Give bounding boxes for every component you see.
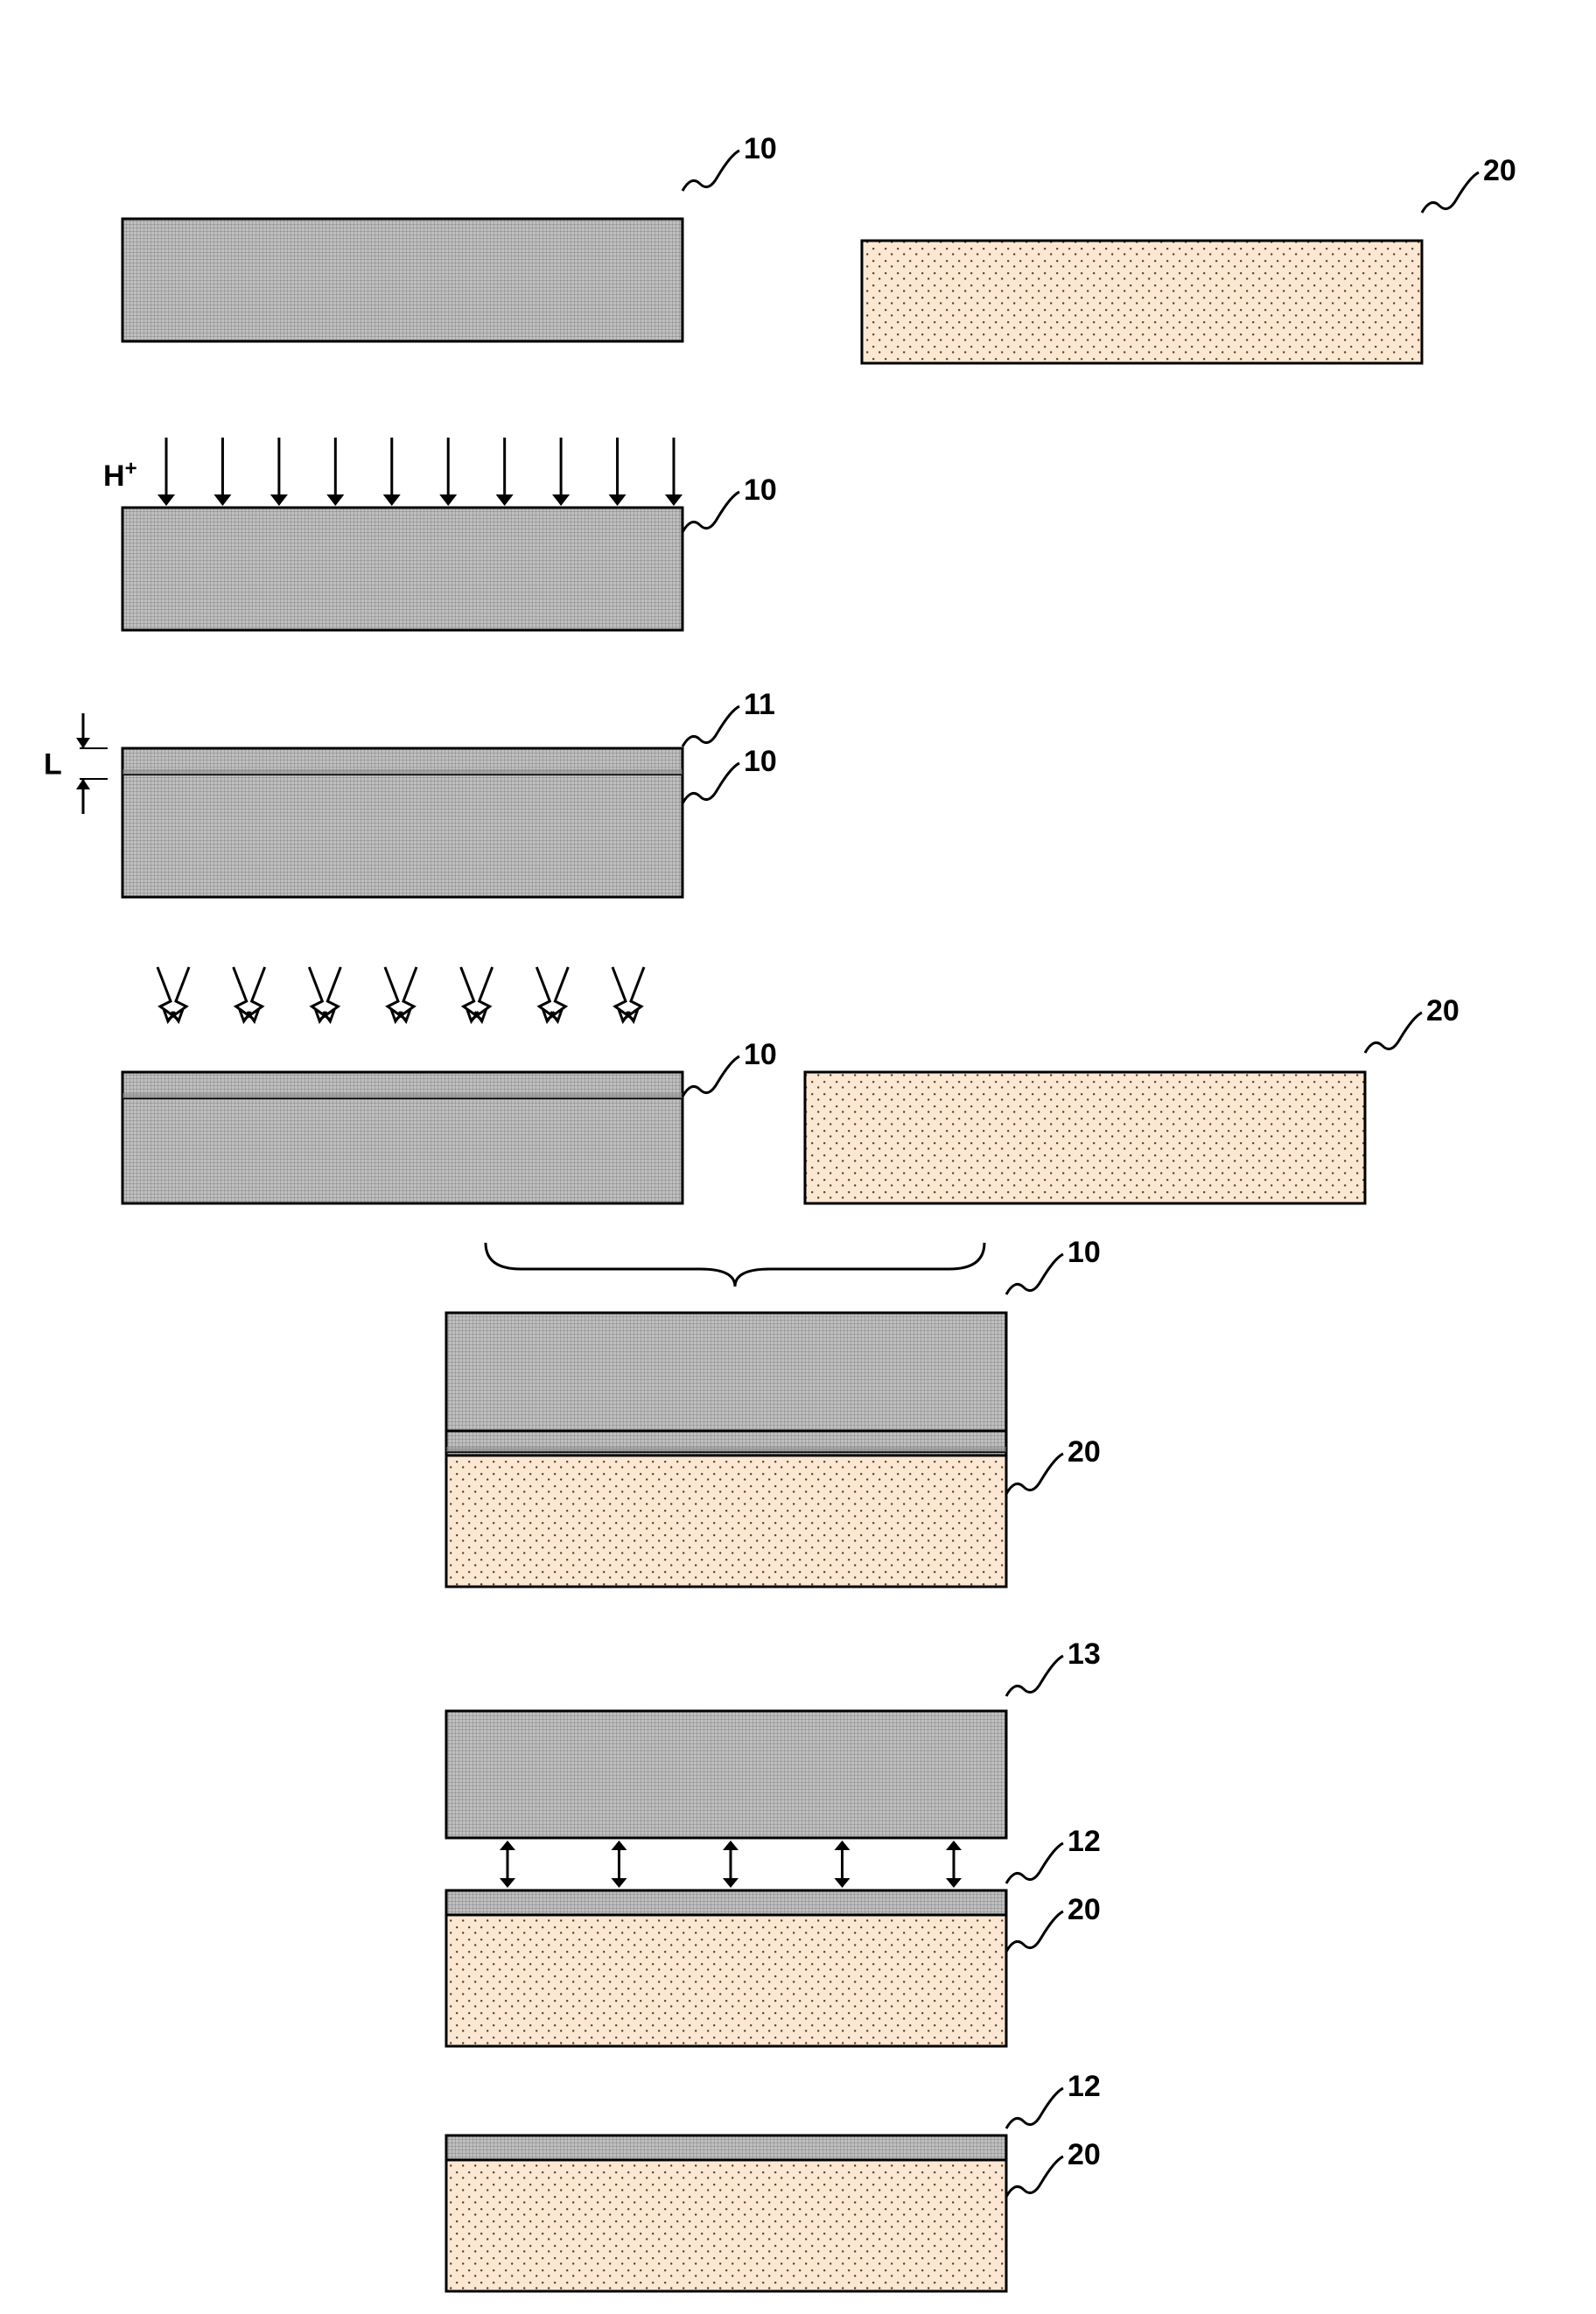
label-leader	[682, 1056, 739, 1097]
layer-B	[446, 2160, 1006, 2291]
plasma-zigzags	[158, 967, 644, 1021]
separation-arrows	[500, 1841, 962, 1888]
label-leader	[1006, 1454, 1063, 1494]
layer-A-strip	[446, 2135, 1006, 2160]
layer-B	[805, 1072, 1365, 1203]
label-n11: 11	[744, 688, 775, 721]
label-leader	[1006, 1254, 1063, 1294]
label-n12: 12	[1068, 2070, 1101, 2103]
label-leader	[682, 763, 739, 803]
layer-A	[446, 1313, 1006, 1431]
ion-arrows	[158, 438, 682, 506]
layer-B	[446, 1455, 1006, 1587]
layer-B	[862, 241, 1422, 363]
label-n20: 20	[1426, 994, 1460, 1027]
layer-A	[122, 219, 682, 341]
label-leader	[1006, 1911, 1063, 1952]
label-n20: 20	[1068, 2138, 1101, 2171]
thickness-marker-L	[76, 713, 108, 814]
label-leader	[1006, 2156, 1063, 2197]
label-n10: 10	[744, 1038, 777, 1071]
label-leader	[1365, 1013, 1422, 1053]
label-leader	[1422, 172, 1479, 213]
merge-brace	[486, 1243, 984, 1287]
label-leader	[682, 151, 739, 191]
label-n10: 10	[744, 473, 777, 507]
label-n20: 20	[1483, 154, 1516, 187]
label-H-plus: H+	[103, 457, 137, 493]
label-leader	[682, 706, 739, 747]
label-n20: 20	[1068, 1893, 1101, 1926]
label-leader	[1006, 2088, 1063, 2128]
label-n10: 10	[1068, 1236, 1101, 1269]
label-n12: 12	[1068, 1825, 1101, 1858]
layer-A-strip	[446, 1890, 1006, 1915]
label-leader	[1006, 1656, 1063, 1696]
layer-A	[122, 748, 682, 897]
label-n13: 13	[1068, 1637, 1101, 1671]
layer-A	[446, 1711, 1006, 1838]
label-leader	[682, 492, 739, 532]
label-L: L	[44, 748, 62, 782]
label-n10: 10	[744, 745, 777, 778]
label-n10: 10	[744, 132, 777, 165]
layer-A	[122, 508, 682, 630]
label-leader	[1006, 1843, 1063, 1883]
layer-A-strip	[446, 1431, 1006, 1455]
label-n20: 20	[1068, 1435, 1101, 1469]
layer-B	[446, 1915, 1006, 2046]
layer-A	[122, 1072, 682, 1203]
